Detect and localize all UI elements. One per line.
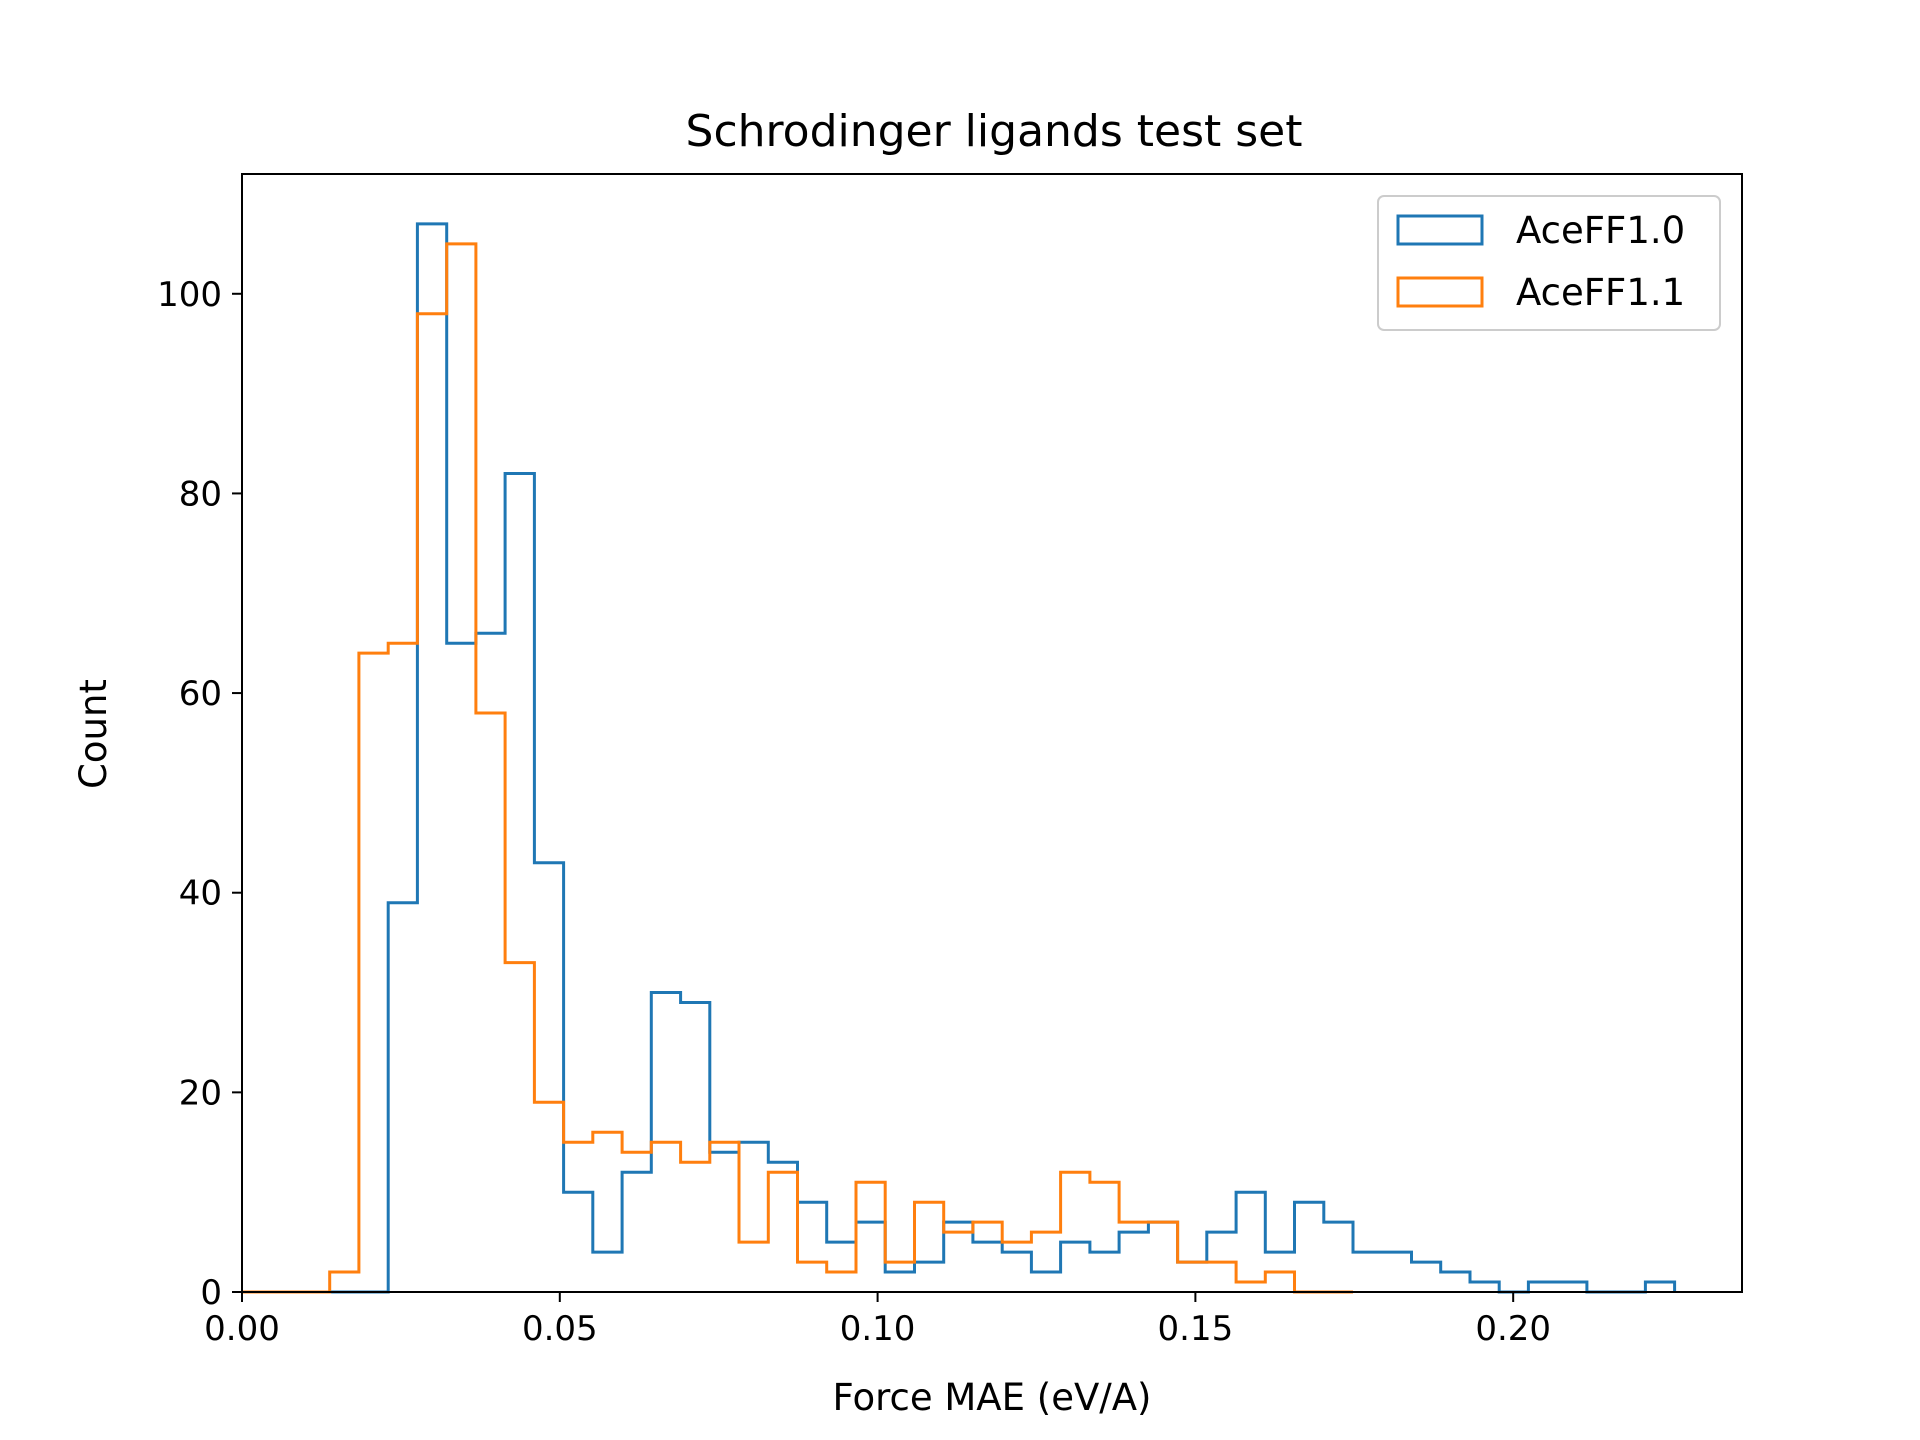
legend-label-aceff1-0: AceFF1.0 (1516, 209, 1685, 252)
legend-label-aceff1-1: AceFF1.1 (1516, 271, 1685, 314)
chart-title: Schrodinger ligands test set (686, 106, 1303, 157)
x-axis-label: Force MAE (eV/A) (833, 1376, 1152, 1419)
x-tick-label: 0.05 (522, 1309, 598, 1349)
x-tick-label: 0.10 (840, 1309, 916, 1349)
y-tick-label: 40 (179, 874, 222, 914)
x-tick-label: 0.20 (1475, 1309, 1551, 1349)
y-tick-label: 80 (179, 474, 222, 514)
series-step-aceff1-0 (242, 222, 1677, 1294)
y-tick-label: 100 (157, 275, 222, 315)
y-tick-label: 60 (179, 674, 222, 714)
series-layer (242, 222, 1677, 1294)
plot-area-frame (241, 173, 1743, 1293)
series-step-aceff1-1 (242, 242, 1353, 1294)
legend-frame (1377, 195, 1721, 331)
y-tick-label: 0 (200, 1273, 222, 1313)
x-tick-label: 0.15 (1158, 1309, 1234, 1349)
y-tick-label: 20 (179, 1073, 222, 1113)
x-axis: 0.00 0.05 0.10 0.15 0.20 (204, 1292, 1551, 1349)
y-axis: 0 20 40 60 80 100 (157, 275, 242, 1313)
y-axis-label: Count (72, 679, 115, 789)
legend-swatch-aceff1-1 (1396, 276, 1484, 308)
legend-swatch-aceff1-0 (1396, 214, 1484, 246)
legend: AceFF1.0 AceFF1.1 (1377, 195, 1721, 331)
x-tick-label: 0.00 (204, 1309, 280, 1349)
